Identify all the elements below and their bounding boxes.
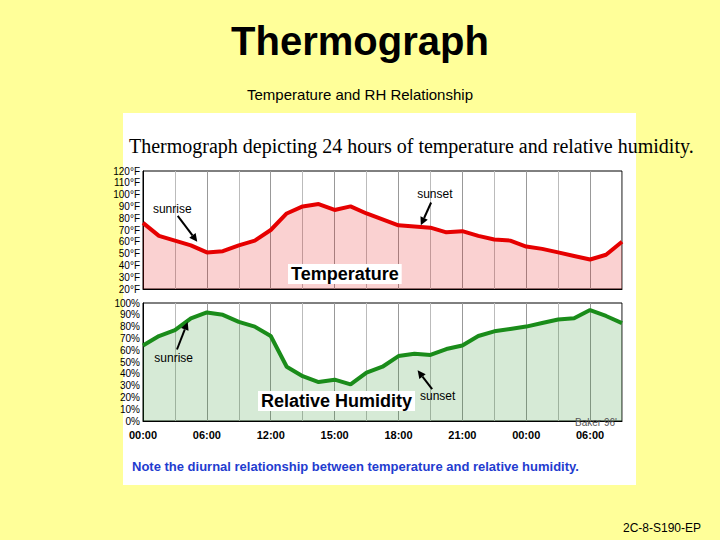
svg-text:Baker 96': Baker 96' [575, 417, 617, 428]
svg-text:Note the diurnal relationship: Note the diurnal relationship between te… [132, 459, 579, 474]
svg-text:sunrise: sunrise [153, 202, 192, 216]
svg-text:100%: 100% [114, 298, 140, 309]
svg-text:60°F: 60°F [119, 236, 140, 247]
svg-text:20%: 20% [120, 392, 140, 403]
svg-text:120°F: 120°F [113, 166, 140, 177]
svg-text:80°F: 80°F [119, 213, 140, 224]
svg-text:30%: 30% [120, 380, 140, 391]
svg-text:40°F: 40°F [119, 260, 140, 271]
svg-text:06:00: 06:00 [193, 429, 221, 441]
svg-text:Thermograph depicting 24 hours: Thermograph depicting 24 hours of temper… [129, 135, 694, 158]
svg-text:12:00: 12:00 [257, 429, 285, 441]
svg-text:21:00: 21:00 [448, 429, 476, 441]
svg-text:90°F: 90°F [119, 201, 140, 212]
svg-text:Temperature: Temperature [291, 264, 399, 284]
svg-text:20°F: 20°F [119, 284, 140, 295]
svg-text:18:00: 18:00 [384, 429, 412, 441]
svg-text:30°F: 30°F [119, 272, 140, 283]
svg-text:Thermograph: Thermograph [231, 19, 489, 63]
svg-text:80%: 80% [120, 321, 140, 332]
svg-text:sunset: sunset [420, 389, 456, 403]
svg-text:Relative Humidity: Relative Humidity [261, 391, 412, 411]
svg-text:06:00: 06:00 [576, 429, 604, 441]
svg-text:0%: 0% [126, 416, 141, 427]
svg-text:70°F: 70°F [119, 225, 140, 236]
svg-text:00:00: 00:00 [129, 429, 157, 441]
svg-text:sunset: sunset [417, 187, 453, 201]
svg-text:70%: 70% [120, 333, 140, 344]
svg-text:15:00: 15:00 [321, 429, 349, 441]
svg-text:40%: 40% [120, 368, 140, 379]
svg-text:00:00: 00:00 [512, 429, 540, 441]
svg-text:50%: 50% [120, 357, 140, 368]
svg-text:60%: 60% [120, 345, 140, 356]
svg-text:10%: 10% [120, 404, 140, 415]
svg-text:110°F: 110°F [114, 177, 140, 188]
svg-text:90%: 90% [120, 309, 140, 320]
svg-text:Temperature and RH Relationshi: Temperature and RH Relationship [247, 86, 473, 103]
svg-text:50°F: 50°F [119, 248, 140, 259]
svg-text:sunrise: sunrise [154, 351, 193, 365]
svg-text:100°F: 100°F [113, 189, 140, 200]
svg-text:2C-8-S190-EP: 2C-8-S190-EP [623, 521, 701, 535]
